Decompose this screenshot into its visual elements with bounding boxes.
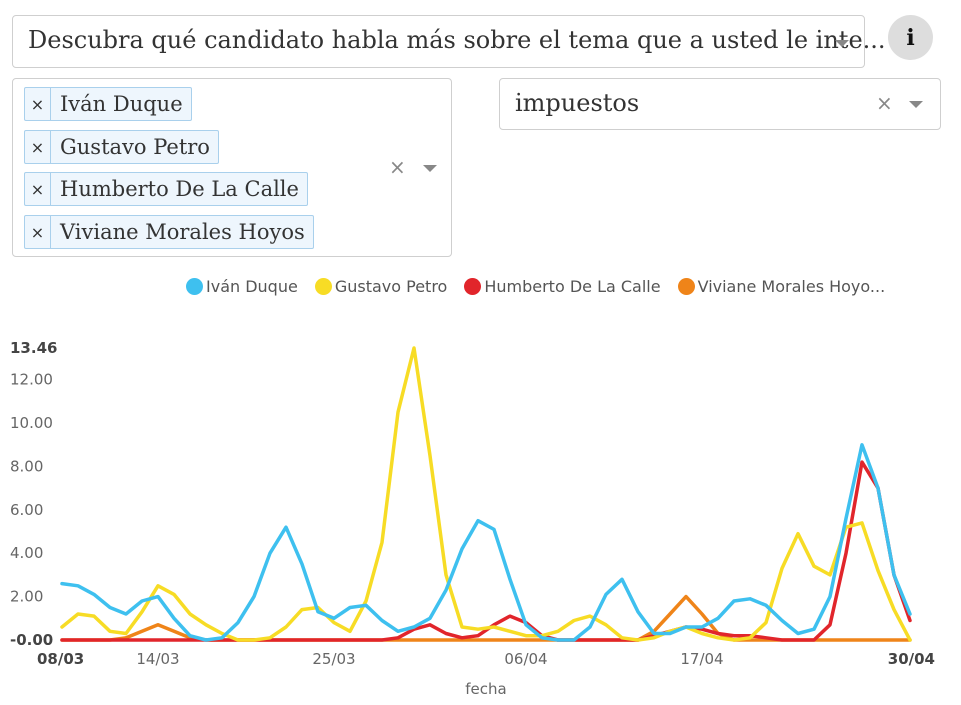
legend-item-gustavo-petro[interactable]: Gustavo Petro bbox=[314, 277, 448, 296]
remove-chip-icon[interactable]: × bbox=[25, 216, 51, 248]
clear-all-icon[interactable]: × bbox=[389, 155, 406, 179]
y-tick-label: -0.00 bbox=[10, 631, 53, 649]
candidate-chip: × Gustavo Petro bbox=[24, 130, 219, 164]
clear-keyword-icon[interactable]: × bbox=[876, 91, 893, 115]
y-tick-label: 4.00 bbox=[10, 544, 43, 562]
legend-item-viviane-morales[interactable]: Viviane Morales Hoyo... bbox=[677, 277, 886, 296]
remove-chip-icon[interactable]: × bbox=[25, 173, 51, 205]
topic-select[interactable]: Descubra qué candidato habla más sobre e… bbox=[12, 15, 886, 68]
candidate-chip: × Viviane Morales Hoyos bbox=[24, 215, 314, 249]
candidate-chip: × Iván Duque bbox=[24, 87, 192, 121]
legend-marker bbox=[464, 278, 482, 295]
chevron-down-icon[interactable] bbox=[423, 165, 437, 172]
legend-label: Iván Duque bbox=[206, 277, 298, 296]
candidate-chip-label: Iván Duque bbox=[60, 92, 183, 116]
chart-legend: Iván Duque Gustavo Petro Humberto De La … bbox=[186, 277, 902, 296]
legend-marker bbox=[186, 278, 203, 295]
legend-marker bbox=[677, 278, 695, 295]
y-tick-label: 10.00 bbox=[10, 414, 53, 432]
candidate-chip-label: Humberto De La Calle bbox=[60, 177, 299, 201]
x-tick-label: 17/04 bbox=[680, 650, 723, 668]
y-tick-label: 6.00 bbox=[10, 501, 43, 519]
chevron-down-icon[interactable] bbox=[835, 40, 849, 47]
topic-select-value: Descubra qué candidato habla más sobre e… bbox=[28, 26, 886, 54]
y-tick-label: 13.46 bbox=[10, 339, 57, 357]
info-button[interactable]: i bbox=[888, 15, 933, 60]
legend-item-ivan-duque[interactable]: Iván Duque bbox=[186, 277, 298, 296]
series-line-iv-n-duque[interactable] bbox=[60, 443, 912, 642]
candidate-chip-label: Gustavo Petro bbox=[60, 135, 210, 159]
keyword-select[interactable]: impuestos × bbox=[499, 78, 941, 130]
remove-chip-icon[interactable]: × bbox=[25, 131, 51, 163]
x-axis-title: fecha bbox=[465, 680, 506, 698]
y-tick-label: 8.00 bbox=[10, 457, 43, 475]
x-tick-label: 30/04 bbox=[888, 650, 935, 668]
series-line-gustavo-petro[interactable] bbox=[60, 346, 912, 642]
chevron-down-icon[interactable] bbox=[909, 101, 923, 108]
remove-chip-icon[interactable]: × bbox=[25, 88, 51, 120]
candidate-chip-label: Viviane Morales Hoyos bbox=[60, 220, 305, 244]
legend-label: Gustavo Petro bbox=[334, 277, 448, 296]
candidate-chip: × Humberto De La Calle bbox=[24, 172, 308, 206]
legend-marker bbox=[314, 278, 332, 295]
legend-item-humberto-de-la-calle[interactable]: Humberto De La Calle bbox=[464, 277, 661, 296]
legend-label: Viviane Morales Hoyo... bbox=[697, 277, 886, 296]
y-tick-label: 2.00 bbox=[10, 588, 43, 606]
info-icon: i bbox=[906, 24, 915, 51]
x-tick-label: 08/03 bbox=[37, 650, 84, 668]
candidate-multiselect[interactable]: × Iván Duque × Gustavo Petro × Humberto … bbox=[12, 78, 452, 257]
y-tick-label: 12.00 bbox=[10, 371, 53, 389]
x-tick-label: 25/03 bbox=[312, 650, 355, 668]
keyword-select-value: impuestos bbox=[515, 89, 640, 117]
x-tick-label: 06/04 bbox=[504, 650, 547, 668]
line-chart: -0.00 2.00 4.00 6.00 8.00 10.00 12.00 13.46 08/0… bbox=[10, 339, 935, 698]
legend-label: Humberto De La Calle bbox=[484, 277, 661, 296]
x-tick-label: 14/03 bbox=[136, 650, 179, 668]
